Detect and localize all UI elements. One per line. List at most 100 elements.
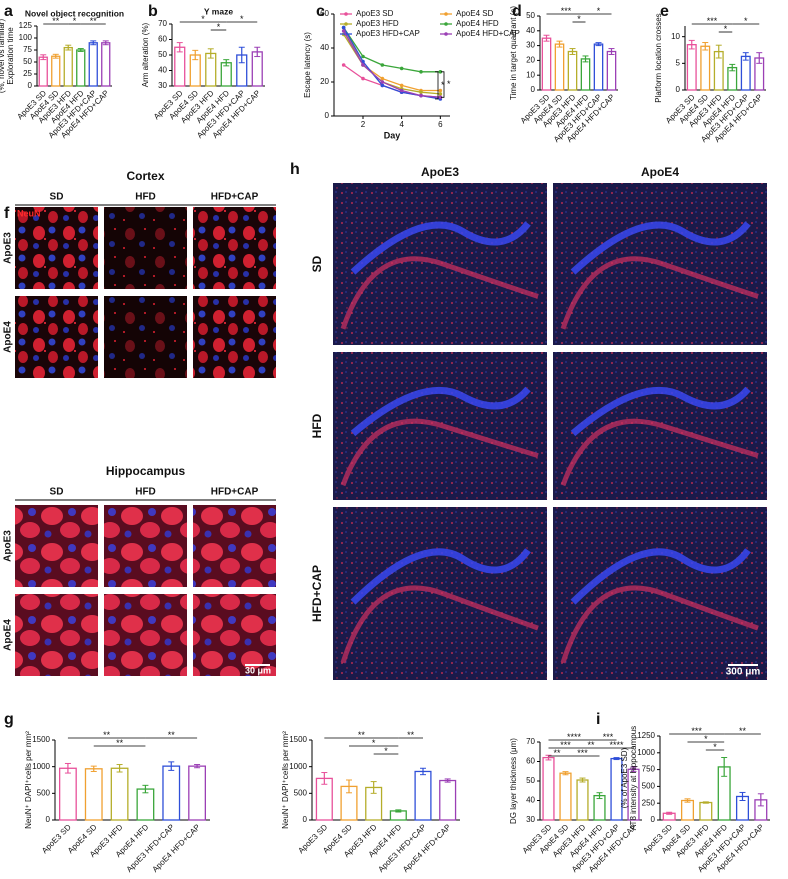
bar	[38, 56, 48, 87]
legend-marker	[344, 22, 348, 26]
y-tick-label: 250	[642, 798, 656, 807]
x-tick-label: 4	[399, 120, 404, 129]
panel-label: f	[4, 205, 10, 222]
stain-label: NeuN	[17, 208, 41, 218]
y-tick-label: 70	[158, 19, 167, 28]
y-tick-label: 1000	[289, 762, 307, 771]
y-tick-label: 30	[526, 815, 535, 824]
bar	[101, 42, 111, 87]
point	[399, 88, 404, 93]
significance-label: ****	[609, 740, 624, 750]
column-header: ApoE3	[421, 165, 459, 179]
y-tick-label: 0	[325, 111, 330, 120]
significance-label: *	[724, 24, 728, 34]
y-tick-label: 50	[526, 776, 535, 785]
ca-band	[560, 585, 759, 664]
point	[438, 88, 443, 93]
row-header: ApoE3	[3, 530, 14, 562]
significance-label: *	[384, 746, 388, 756]
point	[361, 54, 365, 59]
series-line	[343, 27, 441, 100]
significance-label: **	[103, 730, 111, 740]
dentate-band	[570, 386, 751, 437]
significance-label: **	[587, 740, 595, 750]
legend-marker	[344, 12, 348, 16]
bar	[580, 58, 591, 91]
column-header: HFD+CAP	[211, 487, 259, 498]
y-axis-label: Time in target quadrant (s)	[509, 6, 518, 100]
column-header: ApoE4	[641, 165, 679, 179]
bar	[680, 799, 695, 821]
bar	[84, 768, 103, 821]
significance-label: **	[358, 730, 366, 740]
point	[399, 83, 404, 88]
micrograph	[15, 207, 98, 289]
panel-label: g	[4, 711, 14, 728]
y-tick-label: 100	[19, 33, 33, 42]
scale-label: 300 μm	[726, 667, 761, 678]
y-tick-label: 0	[676, 85, 681, 94]
series-line	[343, 34, 441, 95]
significance-label: ***	[561, 6, 572, 16]
micrograph	[15, 594, 98, 676]
column-header: HFD+CAP	[211, 192, 259, 203]
legend-label: ApoE3 SD	[356, 9, 394, 18]
bar	[136, 788, 155, 821]
bar	[174, 46, 186, 87]
x-tick-label: 6	[438, 120, 443, 129]
y-tick-label: 30	[526, 41, 535, 50]
y-tick-label: 70	[526, 737, 535, 746]
y-tick-label: 50	[23, 57, 32, 66]
significance-label: **	[407, 730, 415, 740]
x-tick-label: ApoE4 HFD+CAP	[151, 823, 202, 874]
y-tick-label: 500	[642, 782, 656, 791]
micrograph	[104, 505, 187, 587]
ca-band	[340, 585, 539, 664]
bar	[559, 772, 572, 821]
y-axis-label: (%, novel vs familiar)	[0, 19, 6, 94]
bar	[414, 770, 432, 821]
micrograph	[104, 594, 187, 676]
y-tick-label: 0	[46, 815, 51, 824]
x-axis-label: Day	[384, 130, 401, 140]
significance-label: ***	[691, 726, 702, 736]
significance-label: ***	[707, 16, 718, 26]
y-tick-label: 0	[651, 815, 656, 824]
legend-label: ApoE4 SD	[456, 9, 494, 18]
row-header: HFD+CAP	[310, 565, 324, 622]
significance-label: *	[597, 6, 601, 16]
bar	[554, 43, 565, 91]
column-header: HFD	[135, 192, 156, 203]
section-title: Hippocampus	[106, 464, 186, 478]
section-title: Cortex	[126, 169, 164, 183]
point	[419, 70, 423, 74]
legend-marker	[444, 22, 448, 26]
panel-label: h	[290, 161, 300, 178]
y-tick-label: 60	[158, 35, 167, 44]
point	[380, 83, 385, 88]
significance-label: *	[201, 14, 205, 24]
ca-band	[560, 256, 759, 330]
significance-label: *	[73, 16, 77, 26]
panel-label: b	[148, 3, 158, 20]
legend-marker	[444, 12, 448, 16]
y-tick-label: 40	[526, 26, 535, 35]
chart-title: Y maze	[204, 6, 233, 16]
bar	[686, 44, 697, 91]
x-tick-label: ApoE4 HFD+CAP	[401, 823, 452, 874]
y-tick-label: 1500	[289, 735, 307, 744]
y-tick-label: 125	[19, 21, 33, 30]
legend-marker	[444, 32, 448, 36]
y-tick-label: 60	[526, 757, 535, 766]
y-axis-label: NeuN⁺ DAPI⁺cells per mm²	[281, 731, 290, 829]
significance-label: **	[553, 748, 561, 758]
y-tick-label: 750	[642, 765, 656, 774]
bar	[593, 794, 606, 821]
significance-label: ***	[577, 748, 588, 758]
y-tick-label: 20	[320, 77, 329, 86]
y-tick-label: 75	[23, 45, 32, 54]
y-tick-label: 0	[531, 85, 536, 94]
panel-label: i	[596, 711, 600, 728]
row-header: ApoE4	[3, 321, 14, 353]
dentate-band	[570, 221, 751, 275]
